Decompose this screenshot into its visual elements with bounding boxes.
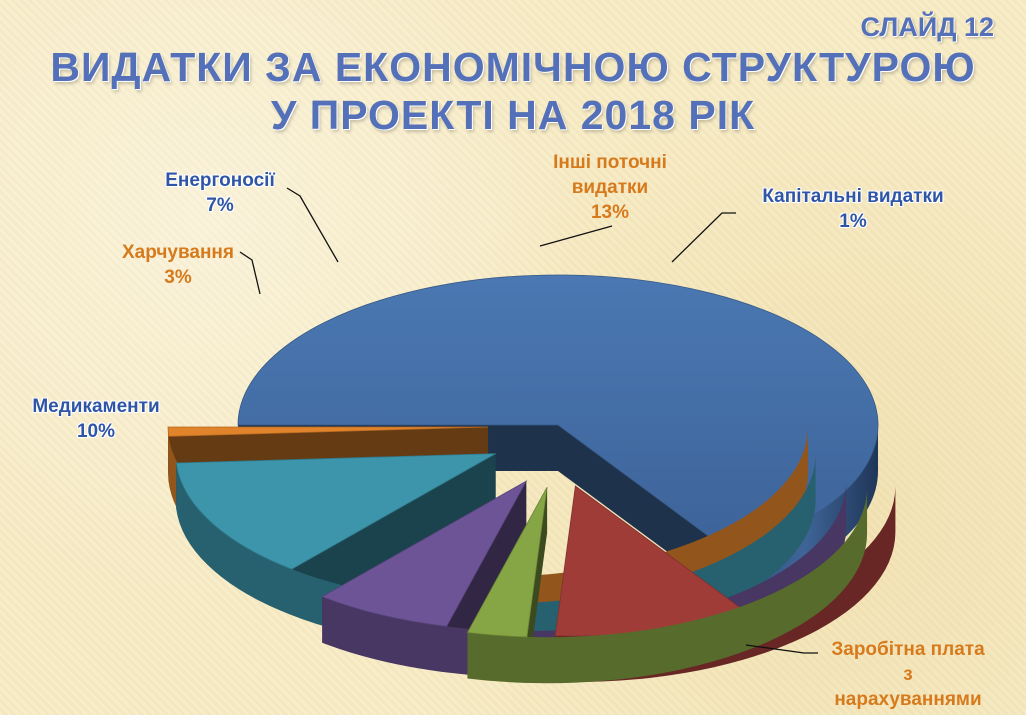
- label-capital-value: 1%: [839, 211, 867, 232]
- label-food-name: Харчування: [121, 242, 234, 263]
- label-other-value: 13%: [590, 202, 630, 223]
- pie-slice-2: [466, 487, 868, 684]
- pie-slice-0-top: [237, 274, 879, 553]
- label-capital: Капітальні видатки 1%: [738, 184, 968, 234]
- label-salary-line2: з: [903, 664, 913, 685]
- label-energy: Енергоносії 7%: [150, 168, 290, 218]
- chart-title-line-1: ВИДАТКИ ЗА ЕКОНОМІЧНОЮ СТРУКТУРОЮ: [50, 44, 976, 90]
- leader-line-energy: [286, 187, 339, 263]
- pie-slice-2-wall-0: [467, 487, 868, 684]
- label-medicines-name: Медикаменти: [32, 396, 160, 417]
- pie-slice-2-top: [466, 487, 548, 638]
- label-other-line2: видатки: [571, 177, 649, 198]
- pie-slice-5-top: [167, 426, 489, 437]
- label-other-line1: Інші поточні: [553, 152, 667, 173]
- label-energy-name: Енергоносії: [165, 170, 275, 191]
- leader-line-food: [239, 251, 261, 295]
- label-energy-value: 7%: [206, 195, 234, 216]
- label-capital-name: Капітальні видатки: [762, 186, 944, 207]
- label-salary-line1: Заробітна плата: [831, 639, 985, 660]
- pie-slice-3-top: [321, 480, 528, 627]
- leader-line-other: [539, 225, 613, 247]
- label-medicines: Медикаменти 10%: [14, 394, 178, 444]
- slide-number: СЛАЙД 12: [860, 12, 994, 42]
- label-salary-line3: нарахуваннями: [834, 689, 982, 710]
- label-other-current: Інші поточні видатки 13%: [520, 150, 700, 225]
- leader-line-salary: [745, 644, 818, 654]
- label-medicines-value: 10%: [76, 421, 116, 442]
- leader-line-capital: [671, 212, 736, 263]
- label-salary: Заробітна плата з нарахуваннями: [812, 637, 1004, 712]
- pie-slice-4-top: [175, 453, 496, 570]
- chart-title-line-2: У ПРОЕКТІ НА 2018 РІК: [270, 92, 756, 138]
- label-food-value: 3%: [164, 267, 192, 288]
- label-food: Харчування 3%: [104, 240, 252, 290]
